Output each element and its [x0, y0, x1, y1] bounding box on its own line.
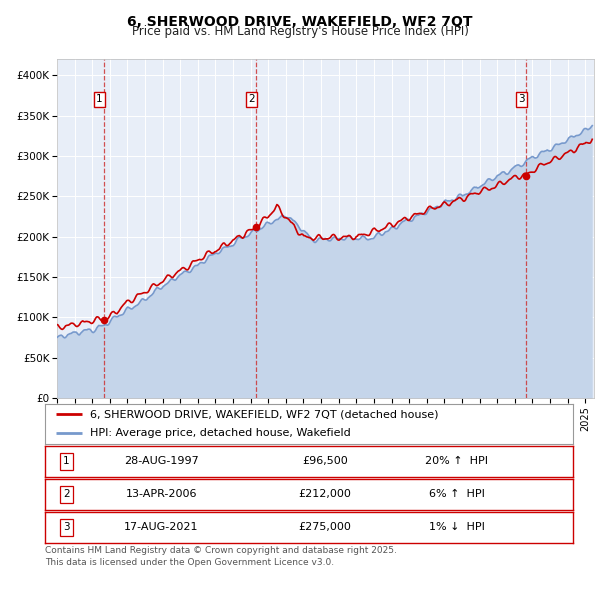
Text: 6, SHERWOOD DRIVE, WAKEFIELD, WF2 7QT (detached house): 6, SHERWOOD DRIVE, WAKEFIELD, WF2 7QT (d… [90, 409, 439, 419]
Text: £275,000: £275,000 [298, 523, 351, 532]
Text: 17-AUG-2021: 17-AUG-2021 [124, 523, 199, 532]
Text: 1: 1 [96, 94, 103, 104]
Text: 3: 3 [63, 523, 70, 532]
Text: 3: 3 [518, 94, 525, 104]
Text: 1% ↓  HPI: 1% ↓ HPI [429, 523, 485, 532]
Text: 1: 1 [63, 457, 70, 466]
Text: 6, SHERWOOD DRIVE, WAKEFIELD, WF2 7QT: 6, SHERWOOD DRIVE, WAKEFIELD, WF2 7QT [127, 15, 473, 29]
Text: £212,000: £212,000 [298, 490, 351, 499]
Text: 28-AUG-1997: 28-AUG-1997 [124, 457, 199, 466]
Text: HPI: Average price, detached house, Wakefield: HPI: Average price, detached house, Wake… [90, 428, 350, 438]
Text: 2: 2 [63, 490, 70, 499]
Text: 6% ↑  HPI: 6% ↑ HPI [429, 490, 485, 499]
Text: Contains HM Land Registry data © Crown copyright and database right 2025.
This d: Contains HM Land Registry data © Crown c… [45, 546, 397, 567]
Text: Price paid vs. HM Land Registry's House Price Index (HPI): Price paid vs. HM Land Registry's House … [131, 25, 469, 38]
Text: 2: 2 [248, 94, 254, 104]
Text: 13-APR-2006: 13-APR-2006 [125, 490, 197, 499]
Text: £96,500: £96,500 [302, 457, 348, 466]
Text: 20% ↑  HPI: 20% ↑ HPI [425, 457, 488, 466]
